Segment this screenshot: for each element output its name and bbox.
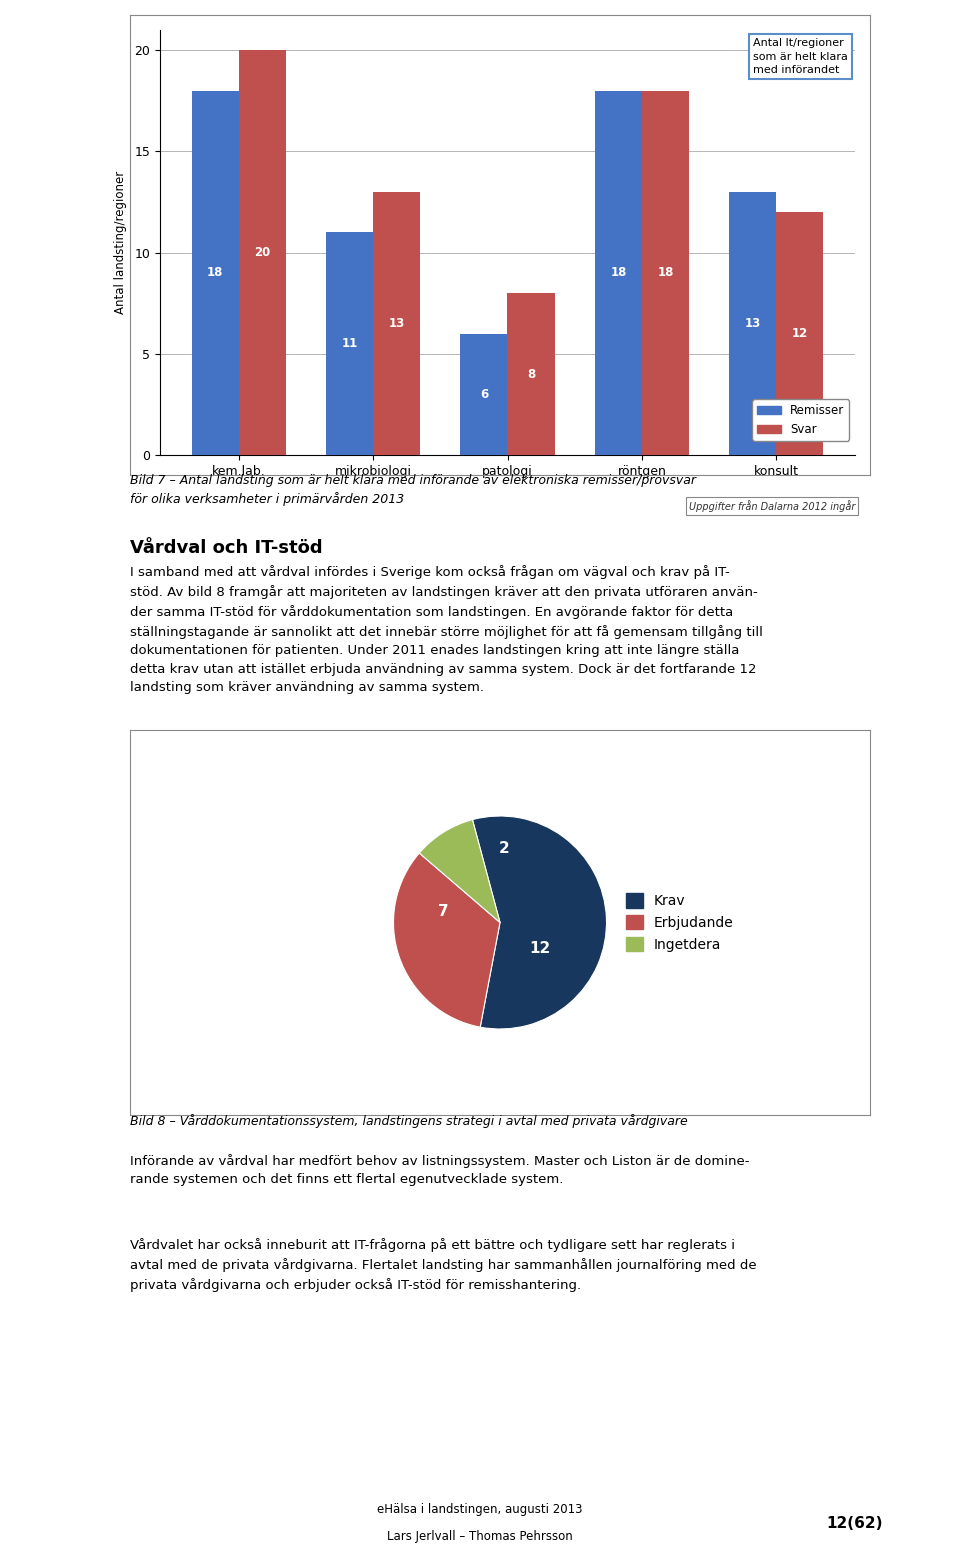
Wedge shape <box>420 820 500 922</box>
Legend: Krav, Erbjudande, Ingetdera: Krav, Erbjudande, Ingetdera <box>620 888 739 957</box>
Text: 12: 12 <box>792 327 808 340</box>
Text: I samband med att vårdval infördes i Sverige kom också frågan om vägval och krav: I samband med att vårdval infördes i Sve… <box>130 566 763 695</box>
Text: Införande av vårdval har medfört behov av listningssystem. Master och Liston är : Införande av vårdval har medfört behov a… <box>130 1154 750 1187</box>
Bar <box>326 232 373 455</box>
Bar <box>642 90 689 455</box>
Text: 12(62): 12(62) <box>827 1516 883 1532</box>
Text: Lars Jerlvall – Thomas Pehrsson: Lars Jerlvall – Thomas Pehrsson <box>387 1530 573 1542</box>
Legend: Remisser, Svar: Remisser, Svar <box>753 399 849 441</box>
Text: Uppgifter från Dalarna 2012 ingår: Uppgifter från Dalarna 2012 ingår <box>688 500 855 513</box>
Text: 6: 6 <box>480 388 488 400</box>
Text: 18: 18 <box>611 266 627 279</box>
Text: Vårdval och IT-stöd: Vårdval och IT-stöd <box>130 539 323 558</box>
Bar <box>192 90 239 455</box>
Y-axis label: Antal landsting/regioner: Antal landsting/regioner <box>114 171 128 315</box>
Text: Bild 7 – Antal landsting som är helt klara med införande av elektroniska remisse: Bild 7 – Antal landsting som är helt kla… <box>130 474 696 506</box>
Bar <box>777 212 824 455</box>
Text: 20: 20 <box>254 246 271 259</box>
Bar <box>373 192 420 455</box>
Text: 18: 18 <box>658 266 674 279</box>
Bar <box>508 293 555 455</box>
Text: 2: 2 <box>499 841 510 857</box>
Text: 13: 13 <box>389 316 405 330</box>
Bar <box>595 90 642 455</box>
Text: eHälsa i landstingen, augusti 2013: eHälsa i landstingen, augusti 2013 <box>377 1502 583 1516</box>
Text: 8: 8 <box>527 368 535 380</box>
Bar <box>239 50 286 455</box>
Wedge shape <box>472 816 607 1028</box>
Bar <box>730 192 777 455</box>
Wedge shape <box>394 854 500 1027</box>
Text: Bild 8 – Vårddokumentationssystem, landstingens strategi i avtal med privata vår: Bild 8 – Vårddokumentationssystem, lands… <box>130 1114 687 1128</box>
Text: 11: 11 <box>342 337 358 351</box>
Text: 13: 13 <box>745 316 761 330</box>
Text: Vårdvalet har också inneburit att IT-frågorna på ett bättre och tydligare sett h: Vårdvalet har också inneburit att IT-frå… <box>130 1239 756 1292</box>
Text: Antal lt/regioner
som är helt klara
med införandet: Antal lt/regioner som är helt klara med … <box>754 39 848 75</box>
Text: 7: 7 <box>438 904 448 919</box>
Text: 18: 18 <box>207 266 224 279</box>
Bar <box>461 333 508 455</box>
Text: 12: 12 <box>529 941 550 955</box>
